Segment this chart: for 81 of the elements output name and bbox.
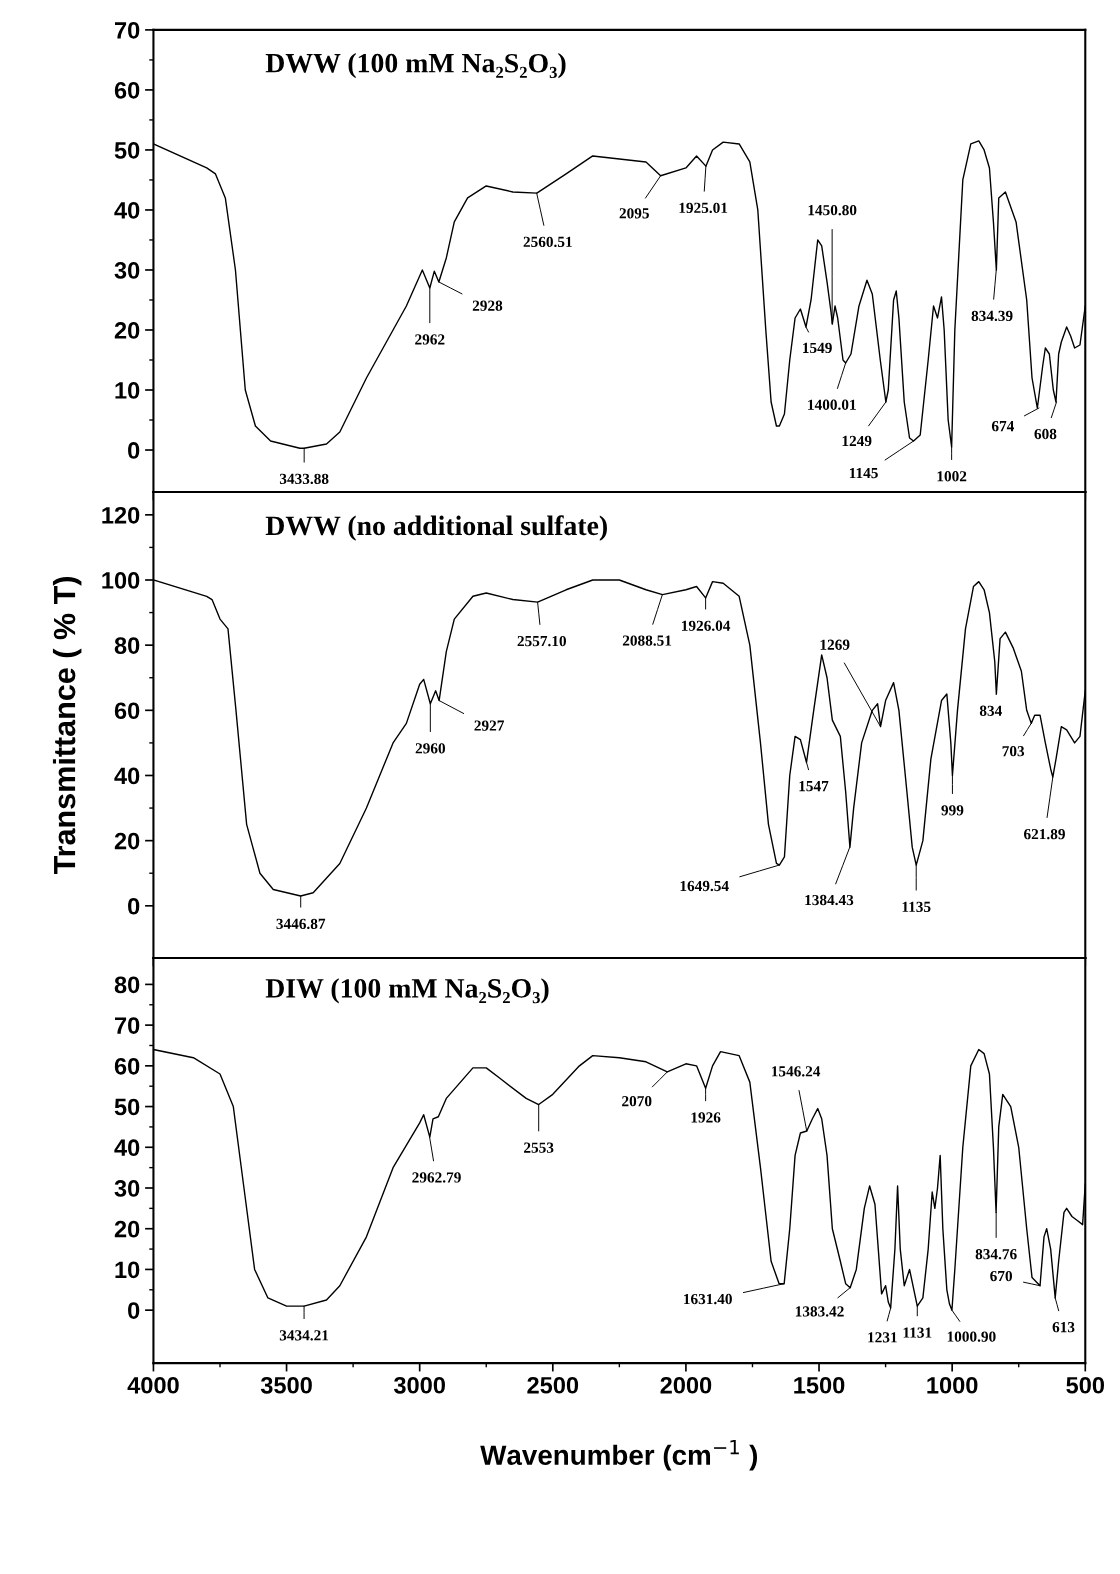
annotation: 1450.80: [808, 205, 857, 216]
text: DIW (100 mM Na₂S₂O₃): [265, 978, 549, 1004]
y-tick-label: 120: [102, 506, 140, 524]
x-tick-label: 2500: [527, 1376, 579, 1394]
y-tick-label: 0: [128, 1302, 140, 1319]
y-tick-label: 50: [114, 1098, 140, 1116]
annotation: 621.89: [1024, 828, 1065, 840]
y-tick-label: 60: [114, 702, 140, 720]
annotation: 1649.54: [680, 880, 729, 892]
annotation: 2553: [524, 1142, 554, 1153]
annotation: 1002: [937, 471, 967, 482]
y-tick-label: 100: [102, 572, 140, 589]
annotation: 1145: [849, 467, 878, 479]
y-tick-label: 80: [114, 976, 140, 994]
y-tick-label: 20: [114, 1220, 140, 1238]
y-tick-label: 40: [114, 202, 140, 219]
annotation: 1231: [868, 1332, 897, 1343]
annotation: 2962: [415, 334, 445, 345]
y-axis-title: Transmittance ( % T): [52, 577, 82, 875]
y-tick-label: 20: [114, 832, 140, 850]
y-tick-label: 60: [114, 1057, 140, 1075]
annotation: 834.76: [975, 1249, 1017, 1260]
annotation: 1926.04: [682, 620, 731, 631]
text: DWW (100 mM Na₂S₂O₃): [265, 53, 566, 79]
annotation: 3433.88: [279, 473, 329, 485]
annotation: 670: [990, 1270, 1013, 1282]
annotation: 3434.21: [279, 1330, 329, 1341]
y-tick-label: 50: [114, 142, 140, 159]
x-axis-title: Wavenumber (cm$^{−1}$ ): [480, 1439, 758, 1471]
y-tick-label: 70: [115, 1017, 140, 1034]
annotation: 3446.87: [276, 918, 326, 930]
y-tick-label: 70: [115, 21, 140, 39]
annotation: 1383.42: [795, 1306, 844, 1317]
annotation: 1000.90: [947, 1331, 996, 1342]
annotation: 1925.01: [679, 202, 728, 214]
annotation: 1131: [903, 1327, 932, 1338]
y-tick-label: 30: [114, 1180, 140, 1197]
annotation: 2960: [415, 743, 446, 754]
y-tick-label: 30: [114, 262, 140, 279]
annotation: 1546.24: [772, 1066, 821, 1077]
y-tick-label: 80: [114, 637, 140, 654]
annotation: 2928: [472, 300, 503, 311]
y-tick-label: 60: [114, 81, 140, 99]
annotation: 1269: [820, 639, 850, 650]
annotation: 999: [941, 805, 964, 816]
annotation: 613: [1052, 1322, 1075, 1333]
annotation: 2962.79: [412, 1172, 461, 1183]
annotation: 2560.51: [523, 236, 572, 248]
annotation: 2088.51: [622, 635, 672, 646]
annotation: 834: [979, 705, 1002, 716]
y-tick-label: 10: [115, 1261, 140, 1279]
y-tick-label: 40: [114, 1139, 140, 1157]
annotation: 2070: [622, 1096, 652, 1107]
y-tick-label: 40: [114, 767, 140, 785]
annotation: 1926: [691, 1112, 721, 1123]
x-tick-label: 3500: [260, 1376, 312, 1394]
x-tick-label: 1000: [927, 1376, 978, 1394]
annotation: 1135: [902, 901, 931, 912]
x-tick-label: 3000: [393, 1376, 445, 1394]
annotation: 834.39: [971, 310, 1013, 322]
x-tick-label: 2000: [660, 1376, 712, 1394]
annotation: 608: [1034, 428, 1057, 440]
y-tick-label: 20: [114, 322, 140, 339]
annotation: 2095: [619, 208, 649, 219]
annotation: 674: [991, 421, 1015, 432]
x-tick-label: 1500: [794, 1376, 845, 1394]
annotation: 2557.10: [517, 635, 567, 647]
annotation: 1549: [803, 342, 832, 354]
x-tick-label: 500: [1066, 1376, 1105, 1394]
text: DWW (no additional sulfate): [265, 515, 607, 541]
annotation: 1547: [799, 781, 829, 792]
annotation: 1384.43: [805, 894, 854, 906]
x-tick-label: 4000: [127, 1376, 179, 1394]
y-tick-label: 0: [128, 897, 140, 915]
y-tick-label: 0: [128, 442, 140, 459]
annotation: 2927: [474, 720, 505, 731]
y-tick-label: 10: [115, 382, 140, 399]
annotation: 1631.40: [684, 1293, 732, 1305]
annotation: 1249: [842, 435, 872, 447]
annotation: 703: [1002, 746, 1025, 757]
annotation: 1400.01: [808, 399, 856, 410]
